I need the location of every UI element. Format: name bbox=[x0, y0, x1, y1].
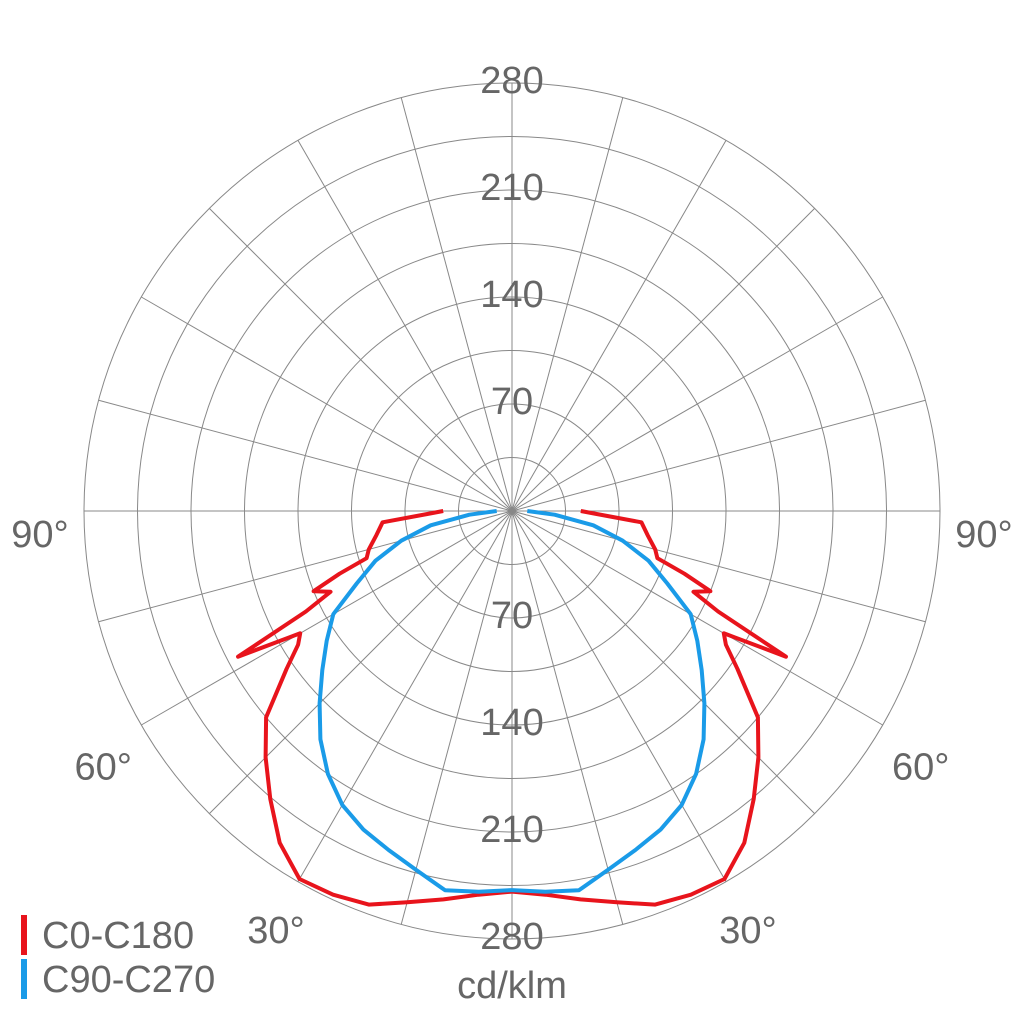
r-tick-label: 280 bbox=[480, 60, 543, 102]
angle-grid-line bbox=[400, 97, 624, 925]
r-tick-label: 70 bbox=[491, 595, 533, 637]
angle-tick-label: 90° bbox=[955, 514, 1012, 556]
angle-tick-label: 30° bbox=[247, 910, 304, 952]
legend-swatch bbox=[21, 959, 27, 999]
angle-tick-label: 60° bbox=[75, 747, 132, 789]
legend-label: C0-C180 bbox=[42, 915, 194, 957]
legend-swatch bbox=[21, 915, 27, 955]
series-line bbox=[236, 509, 513, 907]
r-tick-label: 210 bbox=[480, 809, 543, 851]
r-tick-label: 140 bbox=[480, 702, 543, 744]
r-tick-label: 140 bbox=[480, 274, 543, 316]
series-line bbox=[317, 509, 513, 894]
angle-tick-label: 90° bbox=[11, 514, 68, 556]
r-tick-label: 210 bbox=[480, 167, 543, 209]
r-tick-label: 70 bbox=[491, 381, 533, 423]
r-tick-label: 280 bbox=[480, 916, 543, 958]
radial-axis-label: cd/klm bbox=[457, 965, 567, 1007]
series-line bbox=[511, 509, 788, 907]
angle-tick-label: 60° bbox=[892, 747, 949, 789]
legend-label: C90-C270 bbox=[42, 959, 215, 1001]
angle-tick-label: 30° bbox=[719, 910, 776, 952]
series-line bbox=[511, 509, 707, 894]
